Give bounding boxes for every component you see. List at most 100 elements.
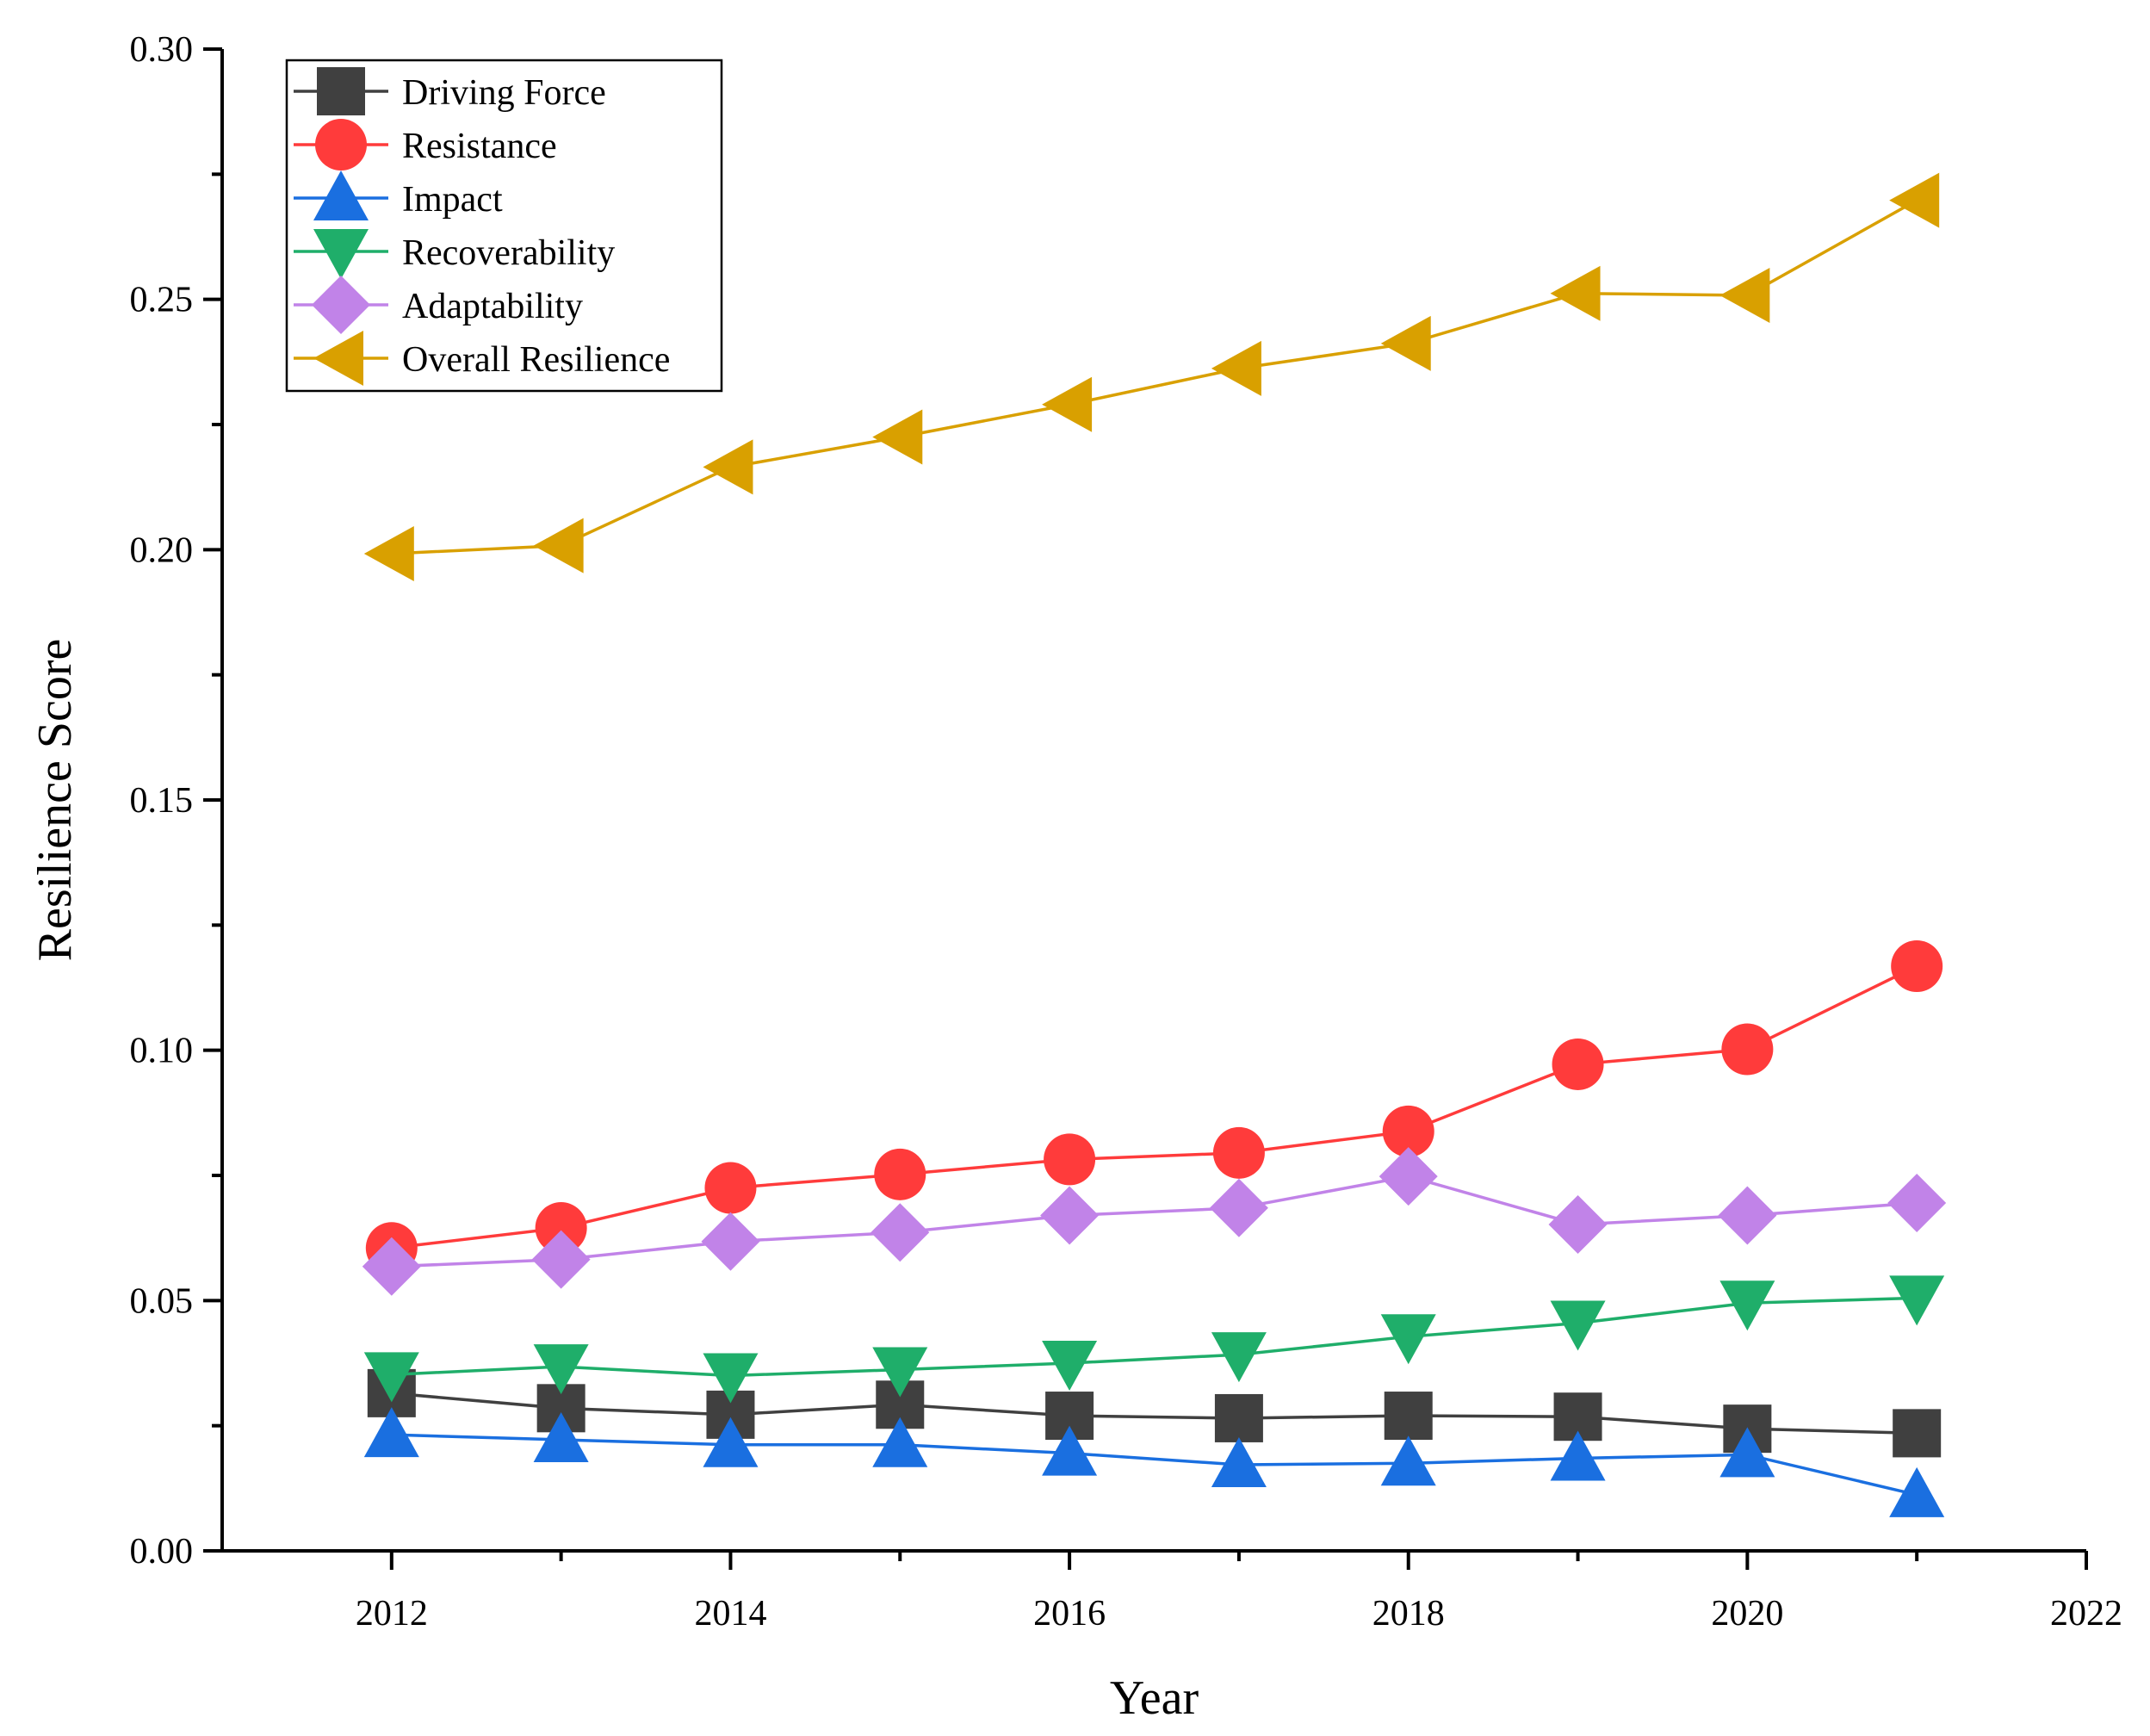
legend-marker-icon bbox=[317, 67, 365, 115]
data-point-adaptability bbox=[1548, 1194, 1608, 1254]
data-point-recoverability bbox=[1042, 1341, 1098, 1391]
data-point-recoverability bbox=[1889, 1275, 1945, 1326]
data-point-resistance bbox=[1552, 1038, 1604, 1090]
series-layer bbox=[362, 172, 1947, 1517]
y-tick-label: 0.25 bbox=[130, 281, 194, 320]
legend-marker-icon bbox=[312, 276, 370, 334]
data-point-overall-resilience bbox=[1719, 268, 1770, 324]
x-tick-label: 2014 bbox=[694, 1594, 766, 1634]
series-line-recoverability bbox=[391, 1296, 1918, 1378]
x-tick-label: 2016 bbox=[1033, 1594, 1106, 1634]
data-point-overall-resilience bbox=[363, 525, 414, 581]
data-point-recoverability bbox=[363, 1352, 419, 1403]
data-point-recoverability bbox=[1380, 1314, 1436, 1365]
y-tick-label: 0.10 bbox=[130, 1032, 194, 1071]
data-point-impact bbox=[1889, 1466, 1945, 1517]
data-point-impact bbox=[1380, 1435, 1436, 1486]
legend-label: Adaptability bbox=[402, 287, 583, 326]
legend-label: Resistance bbox=[402, 127, 557, 166]
axes: 2012 2014 2016 2018 2020 2022 0.00 0.05 0.10 0.15… bbox=[130, 30, 2123, 1634]
series-line-overall-resilience bbox=[391, 199, 1918, 555]
legend-label: Recoverability bbox=[402, 233, 615, 273]
data-point-adaptability bbox=[701, 1212, 760, 1271]
data-point-overall-resilience bbox=[1211, 340, 1261, 396]
data-point-resistance bbox=[1721, 1023, 1774, 1076]
data-point-adaptability bbox=[1209, 1178, 1268, 1237]
data-point-driving-force bbox=[1893, 1409, 1942, 1458]
x-tick-label: 2012 bbox=[356, 1594, 428, 1634]
series-line-impact bbox=[391, 1433, 1918, 1497]
data-point-resistance bbox=[1891, 940, 1943, 993]
data-point-resistance bbox=[874, 1148, 926, 1200]
data-point-adaptability bbox=[1040, 1186, 1100, 1245]
series-impact bbox=[363, 1407, 1945, 1517]
data-point-impact bbox=[363, 1407, 419, 1458]
series-line-driving-force bbox=[391, 1392, 1918, 1435]
series-line-adaptability bbox=[391, 1175, 1918, 1268]
data-point-adaptability bbox=[871, 1203, 930, 1262]
series-driving-force bbox=[367, 1368, 1942, 1458]
data-point-adaptability bbox=[1718, 1186, 1777, 1245]
data-point-adaptability bbox=[1379, 1147, 1438, 1206]
data-point-resistance bbox=[535, 1202, 587, 1255]
series-line-resistance bbox=[391, 964, 1918, 1250]
data-point-overall-resilience bbox=[533, 518, 584, 574]
data-point-recoverability bbox=[533, 1344, 589, 1395]
data-point-impact bbox=[1719, 1427, 1775, 1478]
legend-label: Driving Force bbox=[402, 73, 606, 113]
data-point-adaptability bbox=[531, 1230, 591, 1289]
data-point-overall-resilience bbox=[872, 409, 923, 465]
data-point-adaptability bbox=[1887, 1173, 1947, 1232]
series-recoverability bbox=[363, 1275, 1945, 1404]
legend-marker-icon bbox=[313, 170, 369, 220]
series-resistance bbox=[365, 940, 1943, 1274]
data-point-overall-resilience bbox=[1380, 315, 1431, 371]
data-point-overall-resilience bbox=[1550, 265, 1601, 321]
series-adaptability bbox=[362, 1147, 1947, 1296]
y-tick-label: 0.30 bbox=[130, 30, 194, 70]
data-point-driving-force bbox=[1384, 1392, 1433, 1441]
y-axis-title: Resilience Score bbox=[28, 639, 82, 962]
x-tick-label: 2018 bbox=[1372, 1594, 1445, 1634]
legend-item-resistance: Resistance bbox=[294, 119, 557, 170]
data-point-resistance bbox=[704, 1162, 757, 1214]
legend: Driving Force Resistance Impact Recoverabil… bbox=[285, 59, 723, 393]
data-point-impact bbox=[1550, 1430, 1606, 1481]
data-point-impact bbox=[872, 1417, 928, 1467]
data-point-recoverability bbox=[872, 1347, 928, 1398]
series-overall-resilience bbox=[363, 172, 1940, 581]
data-point-impact bbox=[1211, 1437, 1267, 1488]
legend-item-impact: Impact bbox=[294, 170, 503, 220]
data-point-impact bbox=[533, 1411, 589, 1462]
data-point-recoverability bbox=[703, 1353, 759, 1404]
data-point-overall-resilience bbox=[1889, 172, 1940, 228]
legend-label: Impact bbox=[402, 180, 503, 220]
data-point-overall-resilience bbox=[703, 439, 753, 495]
legend-item-recoverability: Recoverability bbox=[294, 229, 615, 279]
y-tick-label: 0.15 bbox=[130, 781, 194, 821]
y-tick-label: 0.20 bbox=[130, 530, 194, 570]
legend-marker-icon bbox=[313, 229, 369, 279]
data-point-adaptability bbox=[362, 1237, 421, 1296]
data-point-recoverability bbox=[1719, 1280, 1775, 1331]
y-tick-label: 0.05 bbox=[130, 1281, 194, 1321]
data-point-resistance bbox=[1044, 1133, 1096, 1186]
legend-item-overall-resilience: Overall Resilience bbox=[294, 331, 670, 386]
data-point-overall-resilience bbox=[1042, 376, 1093, 432]
x-tick-label: 2022 bbox=[2050, 1594, 2122, 1634]
data-point-impact bbox=[1042, 1425, 1098, 1476]
legend-item-driving-force: Driving Force bbox=[294, 67, 606, 115]
legend-marker-icon bbox=[315, 119, 367, 170]
data-point-recoverability bbox=[1211, 1332, 1267, 1383]
y-tick-label: 0.00 bbox=[130, 1532, 194, 1572]
legend-marker-icon bbox=[313, 331, 363, 386]
data-point-impact bbox=[703, 1417, 759, 1467]
x-axis-title: Year bbox=[1110, 1671, 1199, 1725]
data-point-resistance bbox=[1382, 1105, 1434, 1157]
data-point-driving-force bbox=[1214, 1393, 1263, 1442]
legend-item-adaptability: Adaptability bbox=[294, 276, 583, 334]
legend-label: Overall Resilience bbox=[402, 340, 670, 380]
data-point-recoverability bbox=[1550, 1300, 1606, 1351]
x-tick-label: 2020 bbox=[1711, 1594, 1783, 1634]
